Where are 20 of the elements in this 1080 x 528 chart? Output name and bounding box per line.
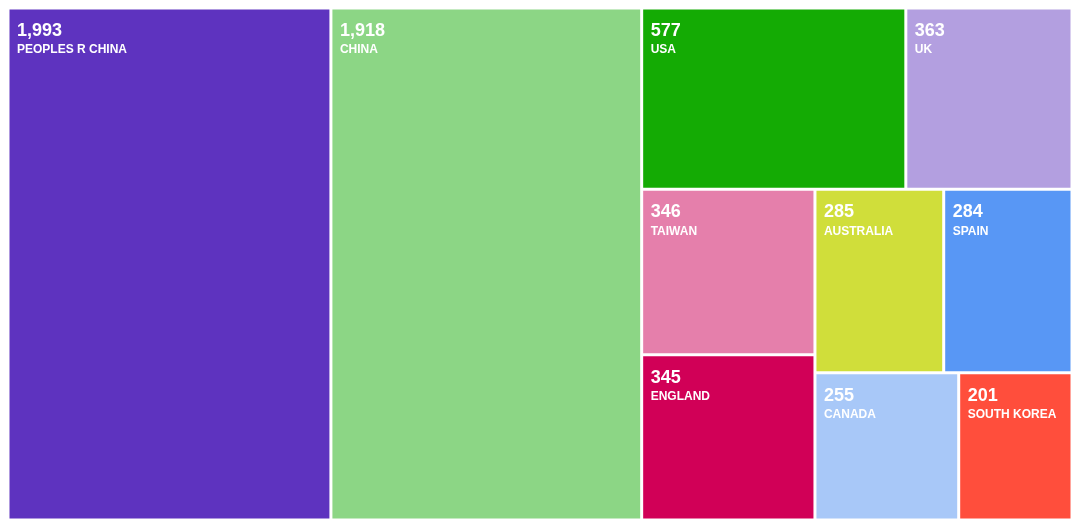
- category-label: USA: [650, 42, 677, 57]
- category-label: SOUTH KOREA: [967, 407, 1057, 422]
- data-label: 1,993: [17, 19, 63, 40]
- category-label: CHINA: [339, 42, 379, 57]
- category-label: AUSTRALIA: [823, 223, 894, 238]
- category-label: ENGLAND: [650, 389, 711, 404]
- data-label: 577: [650, 19, 681, 40]
- category-label: CANADA: [823, 407, 877, 422]
- data-label: 363: [914, 19, 945, 40]
- category-label: UK: [914, 42, 933, 57]
- data-label: 1,918: [339, 19, 385, 40]
- data-label: 201: [967, 384, 998, 405]
- data-label: 255: [823, 384, 854, 405]
- data-label: 285: [823, 201, 854, 222]
- data-label: 284: [952, 201, 983, 222]
- data-label: 345: [650, 366, 681, 387]
- category-label: PEOPLES R CHINA: [17, 42, 128, 57]
- data-label: 346: [650, 201, 681, 222]
- category-label: TAIWAN: [650, 223, 698, 238]
- category-label: SPAIN: [952, 223, 989, 238]
